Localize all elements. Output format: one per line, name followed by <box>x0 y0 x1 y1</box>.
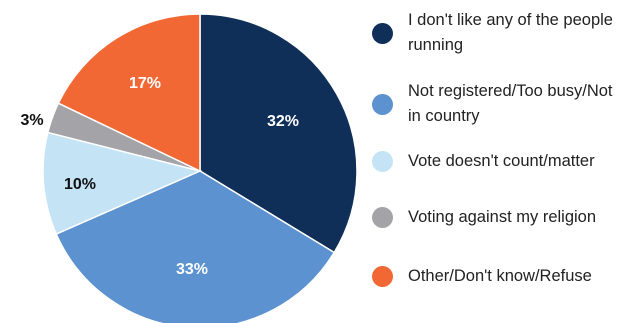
pie-slice <box>57 13 201 173</box>
pie-slices <box>42 13 358 323</box>
legend-item: Other/Don't know/Refuse <box>372 264 634 289</box>
legend-swatch <box>372 151 393 172</box>
legend-item: Voting against my religion <box>372 205 634 230</box>
pie-chart: 32% 33% 10% 3% 17% <box>20 13 358 323</box>
slice-value-label: 32% <box>267 113 299 130</box>
legend-label: Voting against my religion <box>408 208 597 226</box>
legend-swatch <box>372 207 393 228</box>
legend-swatch <box>372 22 393 44</box>
pie-slice <box>55 170 336 323</box>
chart-legend: I don't like any of the people running N… <box>372 0 634 323</box>
pie-slice <box>199 13 358 254</box>
legend-swatch <box>372 266 393 287</box>
legend-label: Vote doesn't count/matter <box>408 152 595 170</box>
legend-label: Not registered/Too busy/Not in country <box>408 82 613 125</box>
pie-labels: 32% 33% 10% 3% 17% <box>20 75 299 278</box>
legend-item: Not registered/Too busy/Not in country <box>372 79 634 129</box>
slice-value-label: 33% <box>176 261 208 278</box>
pie-slice <box>42 131 203 236</box>
slice-value-label: 3% <box>20 112 43 129</box>
slice-value-label: 17% <box>129 75 161 92</box>
legend-item: Vote doesn't count/matter <box>372 149 634 174</box>
legend-label: I don't like any of the people running <box>408 11 613 54</box>
legend-swatch <box>372 93 393 115</box>
slice-value-label: 10% <box>64 176 96 193</box>
legend-label: Other/Don't know/Refuse <box>408 267 592 285</box>
legend-item: I don't like any of the people running <box>372 8 634 58</box>
